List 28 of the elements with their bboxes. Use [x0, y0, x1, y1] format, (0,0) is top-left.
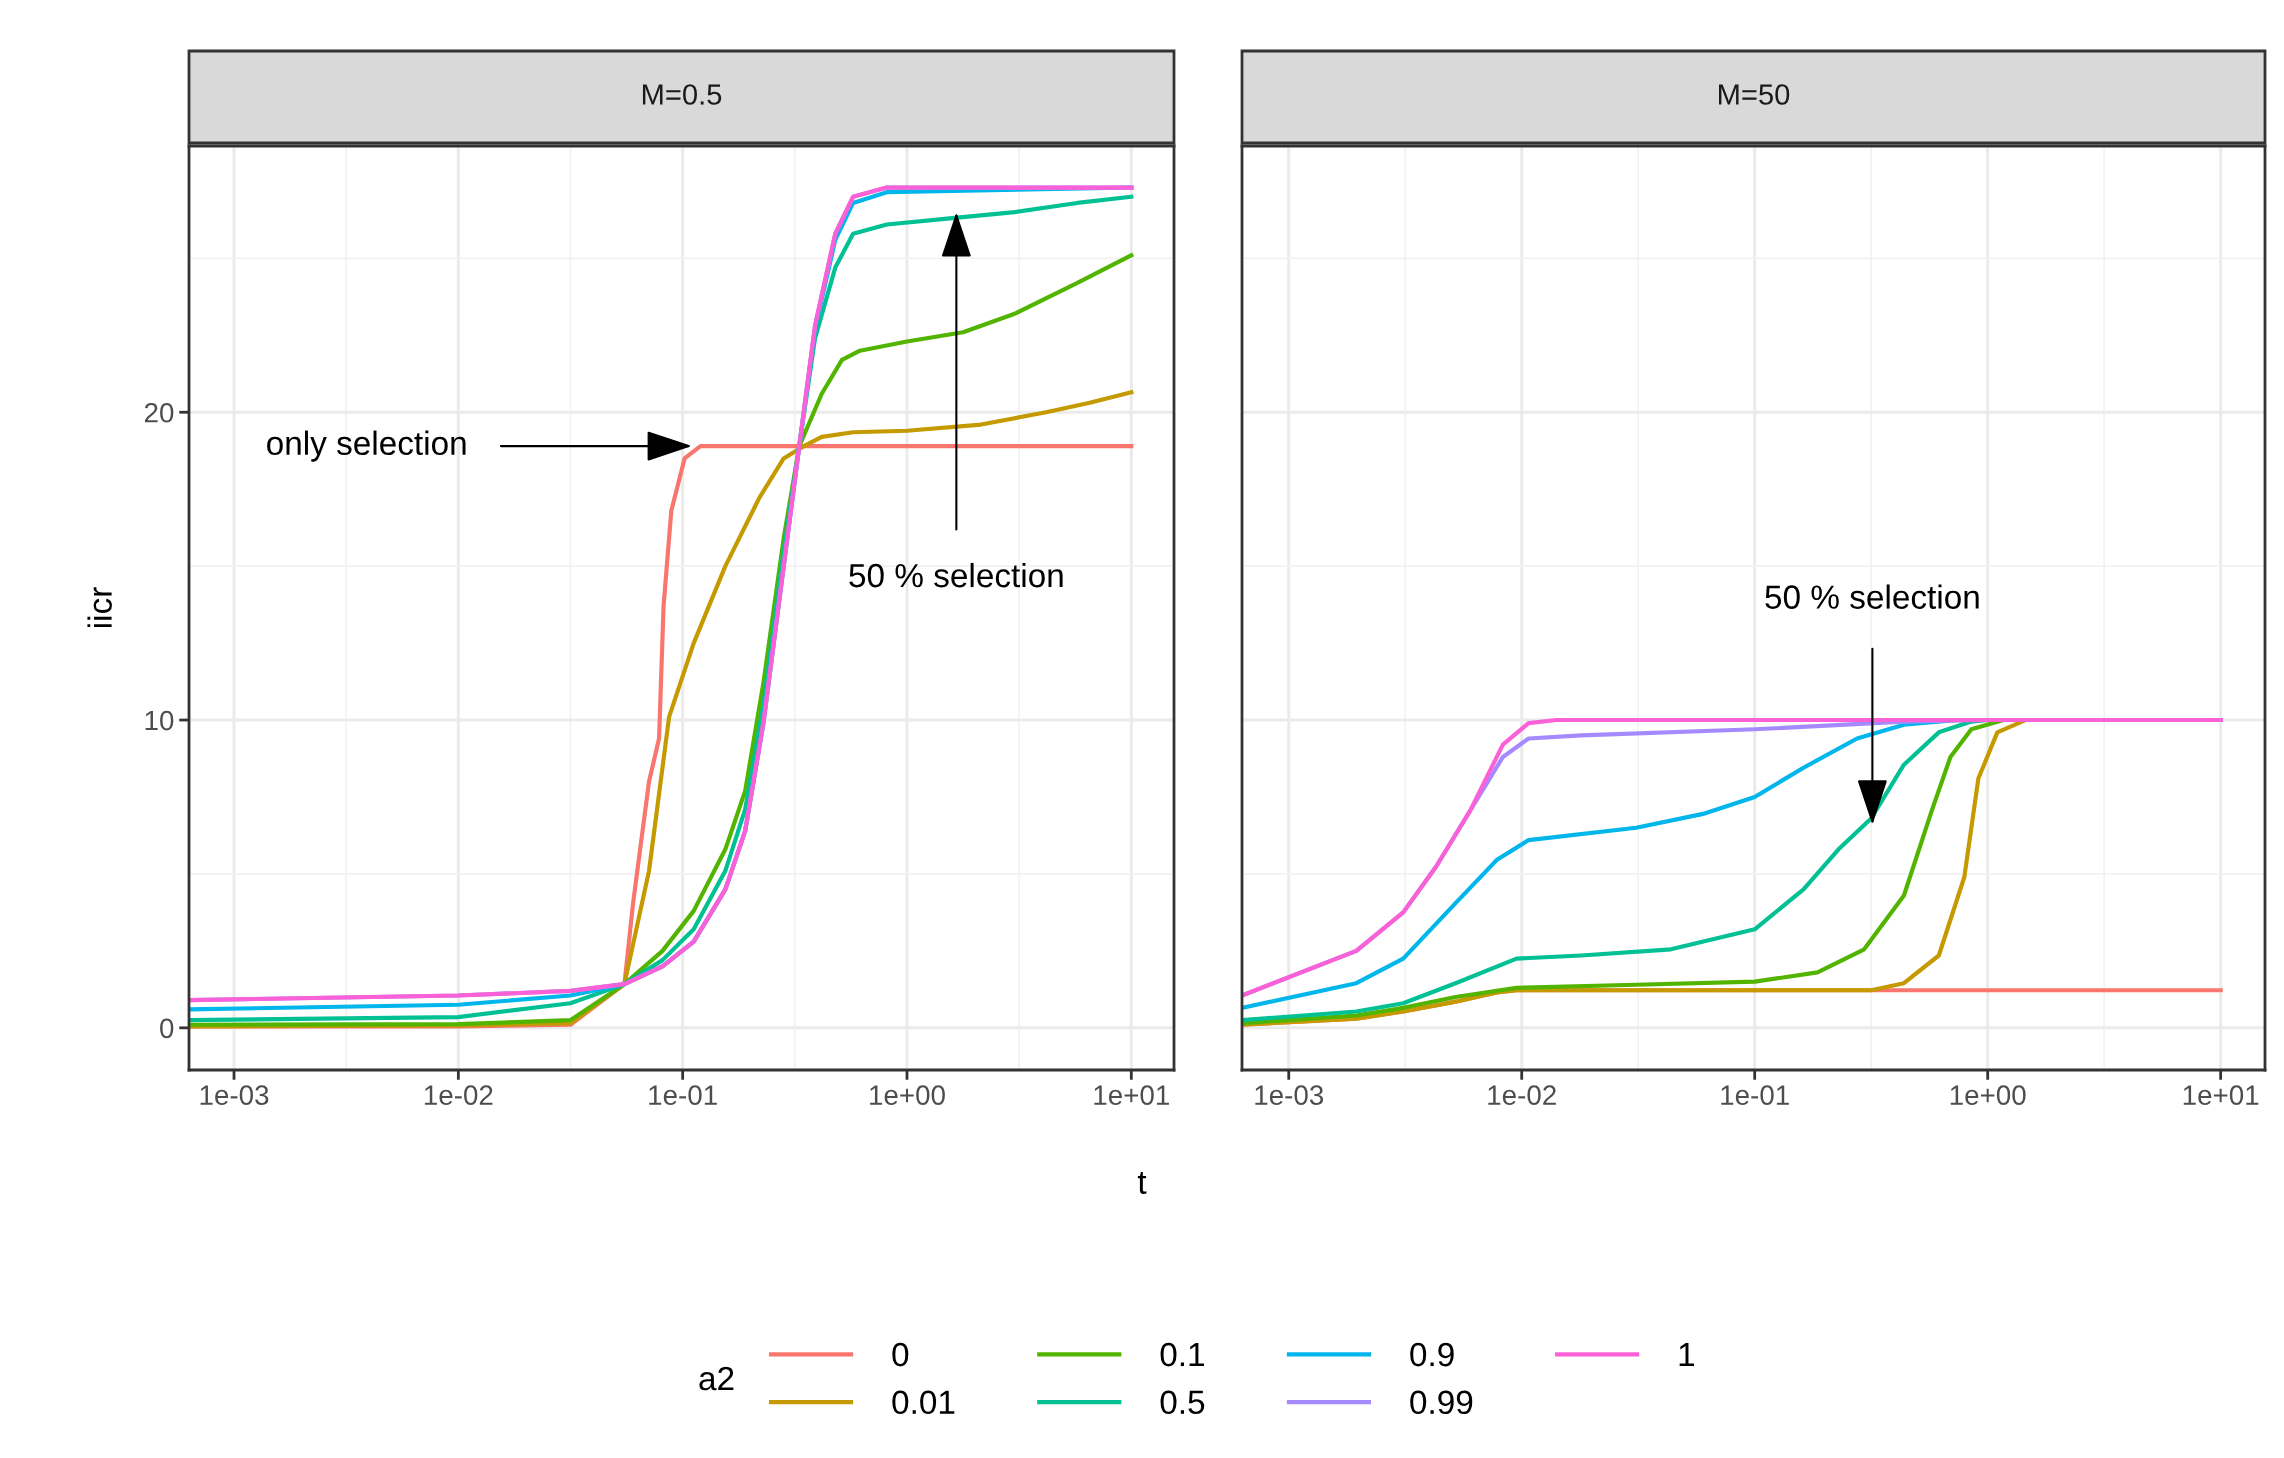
x-tick-label: 1e-03 — [200, 1085, 269, 1105]
x-tick-label: 1e-03 — [1255, 1085, 1324, 1105]
chart-title: M=0.5 — [642, 84, 722, 105]
y-tick-label: 10 — [145, 710, 174, 731]
x-tick-label: 1e-02 — [424, 1085, 493, 1105]
chart-title: M=50 — [1719, 84, 1790, 105]
x-tick-label: 1e+01 — [2183, 1085, 2259, 1105]
legend-label: 1 — [1679, 1343, 1695, 1367]
x-tick-label: 1e+00 — [1950, 1085, 2026, 1105]
legend-label: 0.5 — [1160, 1390, 1205, 1415]
x-tick-label: 1e-01 — [1721, 1085, 1789, 1105]
y-axis-title: iicr — [87, 587, 112, 628]
annotation: 50 % selection — [1765, 584, 1979, 609]
annotation: only selection — [267, 430, 466, 462]
legend-label: 0 — [892, 1342, 909, 1367]
legend-label: 0.99 — [1410, 1390, 1473, 1415]
x-axis-title: t — [1137, 1172, 1147, 1194]
annotation: 50 % selection — [849, 562, 1063, 588]
x-tick-label: 1e-02 — [1488, 1085, 1556, 1105]
legend-title: a2 — [699, 1366, 734, 1391]
legend-label: 0.1 — [1160, 1342, 1204, 1367]
x-tick-label: 1e-01 — [649, 1085, 717, 1105]
y-tick-label: 20 — [144, 402, 174, 423]
x-tick-label: 1e+00 — [870, 1085, 945, 1105]
y-tick-label: 0 — [160, 1018, 174, 1039]
x-tick-label: 1e+01 — [1094, 1085, 1169, 1105]
legend-label: 0.9 — [1410, 1342, 1454, 1367]
legend-label: 0.01 — [892, 1390, 955, 1415]
